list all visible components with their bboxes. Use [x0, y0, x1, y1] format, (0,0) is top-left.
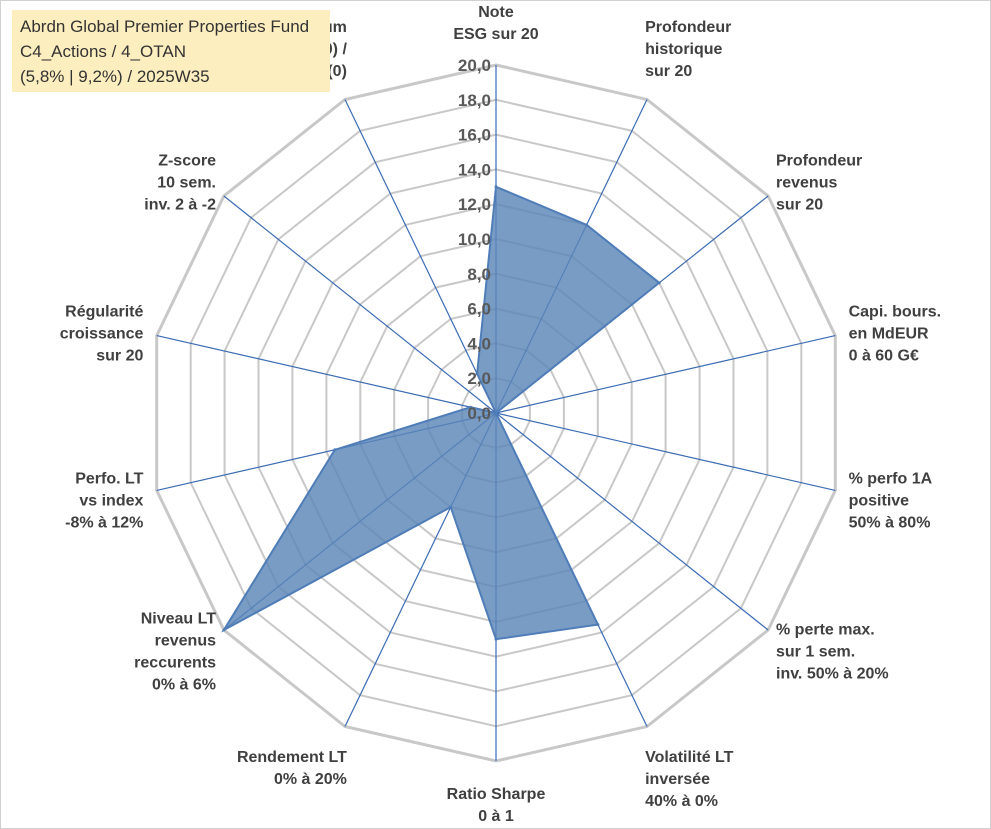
axis-label-line: Ratio Sharpe: [447, 786, 546, 803]
axis-label-line: reccurents: [134, 654, 216, 671]
axis-spoke: [495, 412, 836, 491]
data-point: [585, 223, 589, 227]
axis-label: % perte max. sur 1 sem. inv. 50% à 20%: [776, 621, 889, 682]
data-point: [449, 505, 453, 509]
axis-label-line: Note: [478, 4, 514, 21]
axis-label-line: positive: [849, 493, 910, 510]
axis-label: Ratio Sharpe 0 à 1: [447, 786, 546, 825]
axis-label-line: revenus: [155, 632, 216, 649]
axis-label-line: Rendement LT: [237, 749, 347, 766]
axis-label-line: Profondeur: [645, 19, 731, 36]
axis-label-line: en MdEUR: [849, 325, 929, 342]
tick-label: 2,0: [467, 369, 491, 388]
fund-name: Abrdn Global Premier Properties Fund: [20, 17, 310, 36]
data-point: [596, 623, 600, 627]
axis-label-line: ESG sur 20: [453, 26, 538, 43]
tick-label: 6,0: [467, 300, 491, 319]
axis-label-line: sur 20: [776, 197, 823, 214]
axis-label-line: 0 à 60 G€: [849, 347, 919, 364]
axis-label-line: sur 1 sem.: [776, 643, 855, 660]
axis-spoke: [495, 412, 769, 631]
axis-label-line: Niveau LT: [141, 610, 217, 627]
data-point: [494, 637, 498, 641]
axis-label-line: 0% à 20%: [274, 771, 347, 788]
fund-stats: (5,8% | 9,2%) / 2025W35: [20, 67, 210, 86]
axis-label-line: Profondeur: [776, 153, 862, 170]
series-area: [221, 185, 661, 641]
axis-spoke: [223, 195, 497, 414]
axis-label: Profondeur historique sur 20: [645, 19, 731, 80]
axis-label-line: sur 20: [96, 347, 143, 364]
axis-spoke: [495, 335, 836, 414]
data-point: [494, 185, 498, 189]
axis-label-line: Z-score: [158, 153, 216, 170]
axis-label-line: 0% à 6%: [152, 676, 216, 693]
axis-label-line: Perfo. LT: [75, 471, 143, 488]
axis-label-line: historique: [645, 41, 722, 58]
axis-label-line: inversée: [645, 771, 710, 788]
tick-label: 16,0: [458, 126, 491, 145]
radar-series: [221, 185, 661, 641]
axis-label: Capi. bours. en MdEUR 0 à 60 G€: [849, 303, 941, 364]
tick-label: 20,0: [458, 56, 491, 75]
axis-label-line: sur 20: [645, 63, 692, 80]
data-point: [469, 405, 473, 409]
radar-tick-labels: 0,0 2,0 4,0 6,0 8,0 10,0 12,0 14,0 16,0 18,0 20,0: [458, 56, 491, 423]
axis-label: Régularité croissance sur 20: [60, 303, 144, 364]
tick-label: 0,0: [467, 404, 491, 423]
tick-label: 18,0: [458, 91, 491, 110]
axis-label-line: revenus: [776, 175, 837, 192]
axis-label-line: Capi. bours.: [849, 303, 941, 320]
axis-label-line: vs index: [79, 493, 143, 510]
axis-label-line: croissance: [60, 325, 144, 342]
data-point: [494, 411, 498, 415]
axis-label: Niveau LT revenus reccurents 0% à 6%: [134, 610, 216, 693]
axis-label-line: inv. 2 à -2: [144, 197, 216, 214]
tick-label: 14,0: [458, 160, 491, 179]
tick-label: 12,0: [458, 195, 491, 214]
axis-label-line: % perfo 1A: [849, 471, 933, 488]
axis-label: Perfo. LT vs index -8% à 12%: [65, 471, 143, 532]
axis-label: Z-score 10 sem. inv. 2 à -2: [144, 153, 216, 214]
axis-label-line: 40% à 0%: [645, 793, 718, 810]
axis-label: Note ESG sur 20: [453, 4, 538, 43]
tick-label: 8,0: [467, 265, 491, 284]
axis-label-line: -8% à 12%: [65, 515, 143, 532]
tick-label: 4,0: [467, 334, 491, 353]
axis-label-line: Volatilité LT: [645, 749, 734, 766]
axis-label-line: 50% à 80%: [849, 515, 931, 532]
axis-label-line: % perte max.: [776, 621, 875, 638]
data-point: [657, 281, 661, 285]
axis-label-line: 0 à 1: [478, 808, 514, 825]
axis-label: Volatilité LT inversée 40% à 0%: [645, 749, 734, 810]
axis-label: Rendement LT 0% à 20%: [237, 749, 347, 788]
axis-label-line: Régularité: [65, 303, 143, 320]
tick-label: 10,0: [458, 230, 491, 249]
axis-label: Profondeur revenus sur 20: [776, 153, 862, 214]
data-point: [475, 372, 479, 376]
axis-spoke: [156, 335, 497, 414]
axis-label-line: 10 sem.: [157, 175, 216, 192]
axis-label: % perfo 1A positive 50% à 80%: [849, 471, 933, 532]
axis-label-line: inv. 50% à 20%: [776, 665, 889, 682]
data-point: [333, 448, 337, 452]
fund-category: C4_Actions / 4_OTAN: [20, 42, 186, 61]
axis-spoke: [344, 99, 497, 414]
fund-info-box: Abrdn Global Premier Properties Fund C4_…: [12, 10, 330, 92]
data-point: [222, 628, 226, 632]
